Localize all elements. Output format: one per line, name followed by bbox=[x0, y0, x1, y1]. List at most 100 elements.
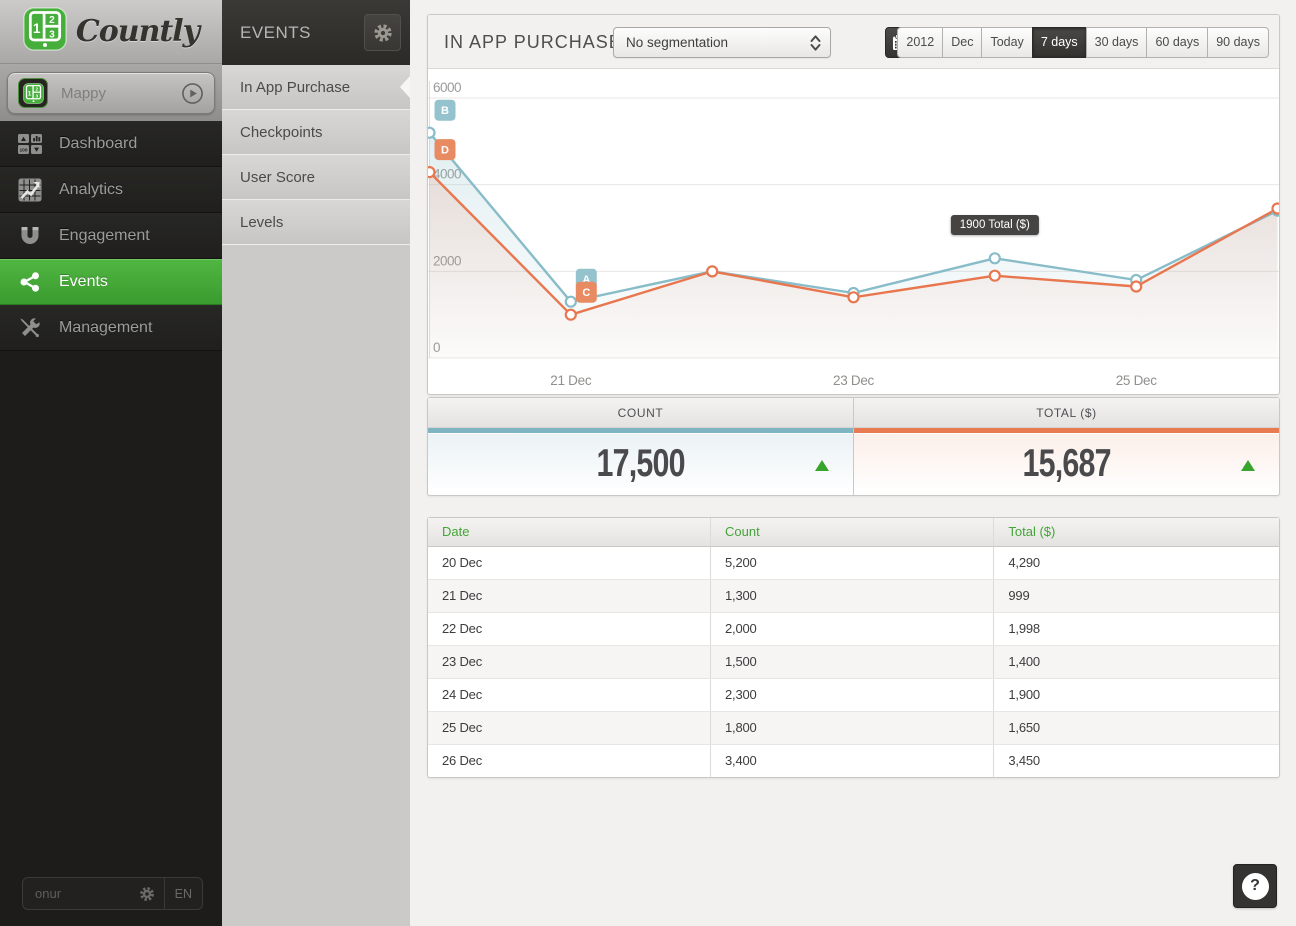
event-chart-widget: IN APP PURCHASE No segmentation 2012 Dec T… bbox=[423, 14, 1284, 395]
date-range-60-days[interactable]: 60 days bbox=[1146, 27, 1209, 58]
table-row[interactable]: 21 Dec 1,300 999 bbox=[428, 579, 1279, 613]
svg-text:25 Dec: 25 Dec bbox=[1116, 373, 1158, 388]
table-cell: 24 Dec bbox=[428, 678, 711, 712]
summary-label: TOTAL ($) bbox=[854, 398, 1279, 428]
events-panel: EVENTS In App Purchase Checkpoints User Sc… bbox=[222, 0, 410, 926]
event-item-checkpoints[interactable]: Checkpoints bbox=[222, 110, 410, 155]
table-header-row: Date Count Total ($) bbox=[428, 518, 1279, 547]
count-color-bar bbox=[428, 428, 853, 433]
help-button[interactable]: ? bbox=[1233, 864, 1277, 908]
user-bar[interactable]: onur EN bbox=[22, 877, 203, 910]
event-item-levels[interactable]: Levels bbox=[222, 200, 410, 245]
table-cell: 3,450 bbox=[993, 744, 1279, 777]
language-label[interactable]: EN bbox=[174, 886, 192, 901]
main-content: IN APP PURCHASE No segmentation 2012 Dec T… bbox=[410, 0, 1296, 926]
segmentation-select[interactable]: No segmentation bbox=[613, 27, 831, 58]
select-spinner-icon bbox=[810, 34, 821, 52]
event-item-label: User Score bbox=[240, 169, 316, 186]
widget-header: IN APP PURCHASE No segmentation 2012 Dec T… bbox=[428, 15, 1279, 69]
segmentation-value: No segmentation bbox=[626, 35, 729, 50]
event-data-table: Date Count Total ($) 20 Dec 5,200 4,290 21 De… bbox=[427, 517, 1280, 778]
svg-text:3: 3 bbox=[35, 93, 38, 99]
svg-text:2: 2 bbox=[49, 15, 55, 26]
sidebar-item-label: Dashboard bbox=[59, 135, 138, 152]
table-cell: 1,650 bbox=[993, 711, 1279, 745]
app-name: Mappy bbox=[61, 84, 107, 102]
table-cell: 1,800 bbox=[710, 711, 994, 745]
brand-header: 1 2 3 Countly bbox=[0, 0, 222, 64]
table-row[interactable]: 22 Dec 2,000 1,998 bbox=[428, 612, 1279, 646]
svg-text:21 Dec: 21 Dec bbox=[550, 373, 592, 388]
svg-text:23 Dec: 23 Dec bbox=[833, 373, 875, 388]
table-row[interactable]: 26 Dec 3,400 3,450 bbox=[428, 744, 1279, 777]
date-range-90-days[interactable]: 90 days bbox=[1207, 27, 1269, 58]
management-icon bbox=[17, 315, 43, 341]
date-range-buttons: 2012 Dec Today 7 days 30 days 60 days 90 days bbox=[897, 27, 1269, 58]
selected-notch-icon bbox=[400, 76, 410, 98]
user-settings-gear-icon[interactable] bbox=[139, 886, 155, 902]
table-body: 20 Dec 5,200 4,290 21 Dec 1,300 999 22 Dec 2,00… bbox=[428, 546, 1279, 777]
table-cell: 2,300 bbox=[710, 678, 994, 712]
trend-up-icon bbox=[1241, 460, 1255, 471]
sidebar-item-management[interactable]: Management bbox=[0, 305, 222, 351]
table-cell: 2,000 bbox=[710, 612, 994, 646]
play-icon[interactable] bbox=[181, 82, 204, 105]
table-cell: 21 Dec bbox=[428, 579, 711, 613]
table-cell: 25 Dec bbox=[428, 711, 711, 745]
date-range-2012[interactable]: 2012 bbox=[897, 27, 944, 58]
table-cell: 999 bbox=[993, 579, 1279, 613]
svg-text:100: 100 bbox=[19, 148, 27, 154]
total-color-bar bbox=[854, 428, 1279, 433]
svg-text:B: B bbox=[441, 105, 449, 117]
table-cell: 23 Dec bbox=[428, 645, 711, 679]
sidebar-item-dashboard[interactable]: 100 Dashboard bbox=[0, 121, 222, 167]
chart-annotation-C: C bbox=[575, 281, 597, 303]
events-icon bbox=[17, 269, 43, 295]
date-range-dec[interactable]: Dec bbox=[942, 27, 983, 58]
panel-title: EVENTS bbox=[240, 23, 312, 42]
app-selector[interactable]: 1 2 3 Mappy bbox=[7, 72, 215, 114]
table-cell: 1,500 bbox=[710, 645, 994, 679]
table-cell: 3,400 bbox=[710, 744, 994, 777]
date-range-30-days[interactable]: 30 days bbox=[1085, 27, 1148, 58]
event-item-in-app-purchase[interactable]: In App Purchase bbox=[222, 65, 410, 110]
event-item-label: Checkpoints bbox=[240, 124, 323, 141]
svg-text:1: 1 bbox=[33, 21, 41, 36]
table-row[interactable]: 24 Dec 2,300 1,900 bbox=[428, 678, 1279, 712]
table-row[interactable]: 23 Dec 1,500 1,400 bbox=[428, 645, 1279, 679]
table-row[interactable]: 20 Dec 5,200 4,290 bbox=[428, 546, 1279, 580]
sidebar-item-events[interactable]: Events bbox=[0, 259, 222, 305]
main-menu: 100 Dashboard Analytics Engagement Event… bbox=[0, 121, 222, 351]
svg-text:1: 1 bbox=[27, 90, 31, 97]
svg-text:2: 2 bbox=[35, 86, 38, 92]
svg-text:A: A bbox=[582, 274, 590, 286]
app-selector-row: 1 2 3 Mappy bbox=[0, 64, 222, 122]
event-item-user-score[interactable]: User Score bbox=[222, 155, 410, 200]
summary-label: COUNT bbox=[428, 398, 853, 428]
sidebar-item-label: Events bbox=[59, 273, 108, 290]
table-cell: 1,400 bbox=[993, 645, 1279, 679]
table-row[interactable]: 25 Dec 1,800 1,650 bbox=[428, 711, 1279, 745]
question-mark-icon: ? bbox=[1241, 872, 1269, 900]
summary-value-area: 15,687 bbox=[854, 434, 1279, 494]
events-settings-button[interactable] bbox=[364, 14, 401, 51]
chart-annotation-B: B bbox=[434, 99, 456, 121]
column-header[interactable]: Total ($) bbox=[993, 518, 1279, 547]
sidebar-item-analytics[interactable]: Analytics bbox=[0, 167, 222, 213]
summary-cell-total[interactable]: TOTAL ($) 15,687 bbox=[853, 398, 1279, 495]
sidebar-item-engagement[interactable]: Engagement bbox=[0, 213, 222, 259]
sidebar-item-label: Management bbox=[59, 319, 153, 336]
column-header[interactable]: Date bbox=[428, 518, 711, 547]
svg-text:3: 3 bbox=[49, 29, 55, 40]
date-range-today[interactable]: Today bbox=[981, 27, 1033, 58]
main-sidebar: 1 2 3 Countly 1 2 3 Mappy 100 Dashboard … bbox=[0, 0, 222, 926]
column-header[interactable]: Count bbox=[710, 518, 994, 547]
total-value: 15,687 bbox=[1022, 442, 1111, 485]
svg-text:C: C bbox=[582, 287, 590, 299]
table-cell: 1,998 bbox=[993, 612, 1279, 646]
count-value: 17,500 bbox=[596, 442, 685, 485]
date-range-7-days[interactable]: 7 days bbox=[1031, 27, 1087, 58]
summary-cell-count[interactable]: COUNT 17,500 bbox=[428, 398, 853, 495]
dashboard-icon: 100 bbox=[17, 131, 43, 157]
